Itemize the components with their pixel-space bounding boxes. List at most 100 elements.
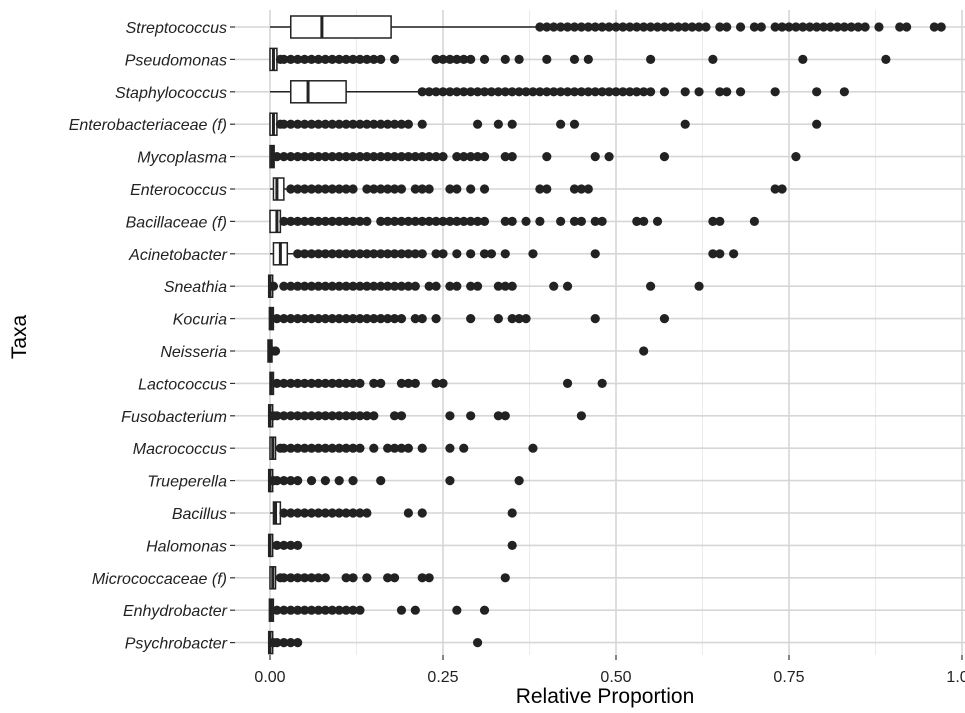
outlier-point	[549, 87, 559, 97]
outlier-point	[293, 411, 303, 421]
outlier-point	[493, 119, 503, 129]
outlier-point	[293, 314, 303, 324]
outlier-point	[438, 249, 448, 259]
y-tick-label: Trueperella	[147, 474, 227, 491]
x-tick-label: 0.75	[773, 669, 804, 686]
outlier-point	[327, 54, 337, 64]
outlier-point	[279, 411, 289, 421]
outlier-point	[327, 152, 337, 162]
outlier-point	[445, 184, 455, 194]
outlier-point	[535, 216, 545, 226]
outlier-point	[597, 216, 607, 226]
outlier-point	[632, 87, 642, 97]
outlier-point	[452, 184, 462, 194]
outlier-point	[500, 152, 510, 162]
outlier-point	[431, 54, 441, 64]
outlier-point	[673, 22, 683, 32]
box-iqr	[272, 177, 285, 201]
outlier-point	[320, 411, 330, 421]
outlier-point	[320, 249, 330, 259]
outlier-point	[396, 281, 407, 291]
outlier-point	[362, 573, 372, 583]
outlier-point	[839, 22, 849, 32]
outlier-point	[403, 378, 413, 388]
outlier-point	[355, 54, 365, 64]
outlier-point	[735, 87, 746, 97]
outlier-point	[389, 281, 400, 291]
outlier-point	[286, 119, 296, 129]
outlier-point	[293, 184, 303, 194]
y-axis-title: Taxa	[8, 315, 31, 360]
outlier-point	[646, 281, 656, 291]
outlier-point	[341, 443, 351, 453]
outlier-point	[562, 87, 573, 97]
outlier-point	[590, 216, 600, 226]
outlier-point	[300, 281, 310, 291]
box-iqr	[269, 209, 282, 234]
outlier-point	[306, 573, 317, 583]
outlier-point	[445, 54, 455, 64]
outlier-point	[286, 443, 296, 453]
outlier-point	[708, 216, 718, 226]
outlier-point	[376, 119, 386, 129]
outlier-point	[396, 378, 407, 388]
outlier-point	[403, 152, 413, 162]
outlier-point	[313, 184, 324, 194]
outlier-point	[362, 54, 372, 64]
y-tick-label: Staphylococcus	[115, 85, 227, 102]
outlier-point	[320, 281, 330, 291]
outlier-point	[424, 184, 434, 194]
outlier-point	[306, 184, 317, 194]
outlier-point	[286, 216, 296, 226]
outlier-point	[286, 281, 296, 291]
outlier-point	[341, 411, 351, 421]
outlier-point	[320, 54, 330, 64]
outlier-point	[493, 411, 503, 421]
outlier-point	[327, 411, 337, 421]
outlier-point	[348, 605, 358, 615]
outlier-point	[500, 411, 510, 421]
outlier-point	[286, 476, 296, 486]
outlier-point	[403, 508, 413, 518]
outlier-point	[417, 508, 427, 518]
outlier-point	[431, 87, 441, 97]
outlier-point	[479, 605, 490, 615]
outlier-point	[300, 411, 310, 421]
outlier-point	[604, 87, 614, 97]
outlier-point	[659, 22, 670, 32]
outlier-point	[293, 281, 303, 291]
outlier-point	[819, 22, 829, 32]
outlier-point	[383, 152, 393, 162]
outlier-point	[694, 87, 704, 97]
box-iqr	[290, 15, 392, 39]
outlier-point	[410, 249, 420, 259]
outlier-point	[514, 54, 524, 64]
outlier-point	[452, 281, 462, 291]
outlier-point	[507, 281, 517, 291]
outlier-point	[389, 152, 400, 162]
outlier-point	[860, 22, 870, 32]
outlier-point	[389, 443, 400, 453]
outlier-point	[590, 87, 600, 97]
outlier-point	[355, 216, 365, 226]
outlier-point	[459, 54, 469, 64]
outlier-point	[535, 184, 545, 194]
outlier-point	[355, 281, 365, 291]
outlier-point	[396, 216, 407, 226]
outlier-point	[293, 54, 303, 64]
outlier-point	[396, 152, 407, 162]
outlier-point	[770, 22, 780, 32]
outlier-point	[770, 184, 780, 194]
outlier-point	[507, 216, 517, 226]
y-tick-label: Pseudomonas	[125, 52, 227, 69]
outlier-point	[659, 152, 670, 162]
outlier-point	[445, 216, 455, 226]
outlier-point	[279, 573, 289, 583]
outlier-point	[438, 152, 448, 162]
outlier-point	[569, 87, 580, 97]
outlier-point	[320, 605, 330, 615]
outlier-point	[556, 119, 566, 129]
outlier-point	[466, 152, 476, 162]
outlier-point	[348, 476, 358, 486]
outlier-point	[431, 216, 441, 226]
